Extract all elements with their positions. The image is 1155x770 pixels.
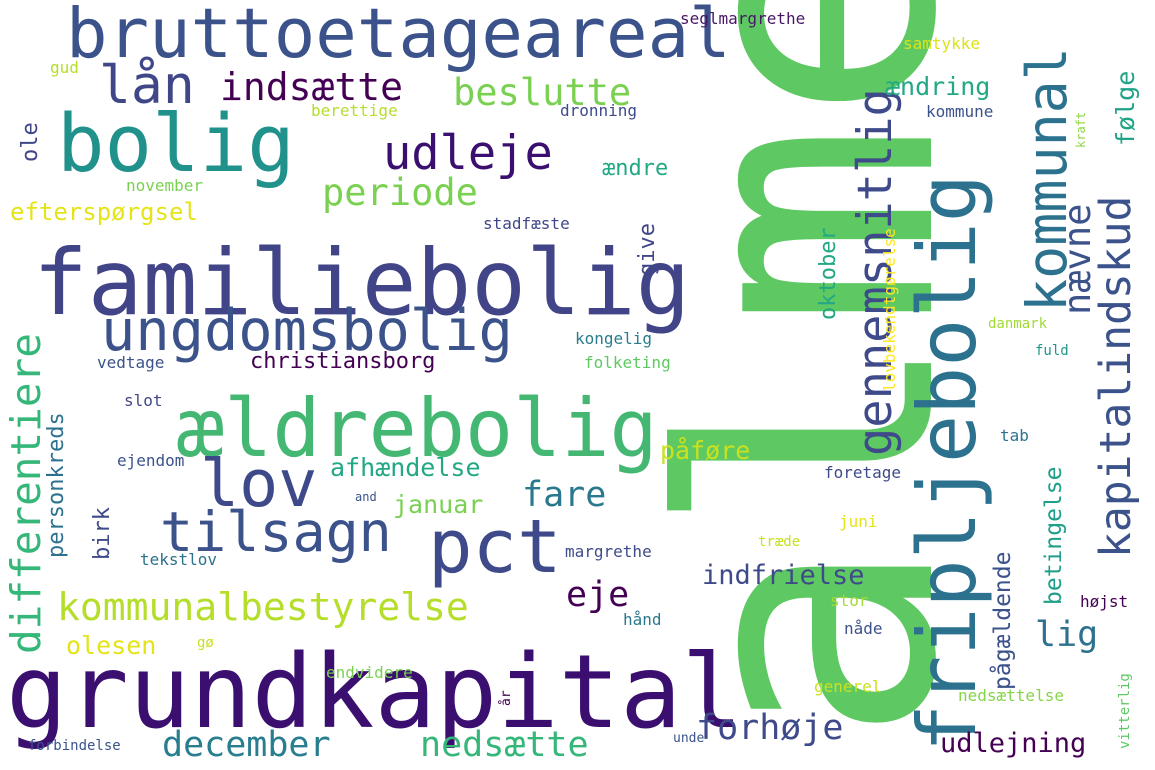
word-haand: hånd: [623, 610, 662, 629]
word-periode: periode: [322, 171, 478, 214]
word-give: give: [635, 223, 660, 276]
word-forhoeje: forhøje: [696, 708, 844, 748]
word-endvidere: endvidere: [326, 663, 413, 682]
word-lan: lån: [99, 55, 195, 116]
word-aendring: ændring: [885, 72, 991, 101]
word-vedtage: vedtage: [97, 353, 165, 372]
word-bruttoetageareal: bruttoetageareal: [66, 0, 731, 74]
word-naade: nåde: [844, 619, 883, 638]
word-seglmargrethe: seglmargrethe: [680, 9, 806, 28]
word-dronning: dronning: [560, 101, 638, 120]
word-pct: pct: [428, 504, 562, 590]
word-foretage: foretage: [824, 463, 902, 482]
word-nedsaettelse: nedsættelse: [958, 686, 1064, 705]
word-birk: birk: [90, 507, 115, 560]
word-paagaeldende: pågældende: [990, 551, 1016, 690]
word-paafoere: påføre: [660, 436, 751, 465]
word-olesen: olesen: [66, 631, 157, 660]
word-foelge: følge: [1111, 70, 1140, 146]
word-hoejst: højst: [1080, 592, 1129, 611]
word-kapitalindskud: kapitalindskud: [1091, 195, 1141, 558]
word-margrethe: margrethe: [565, 542, 652, 561]
word-december: december: [162, 725, 331, 765]
word-folketing: folketing: [584, 353, 671, 372]
word-efterspoergsel: efterspørgsel: [10, 198, 198, 226]
word-differentiere: differentiere: [2, 333, 50, 654]
word-indfrielse: indfrielse: [702, 560, 865, 591]
word-forbindelse: forbindelse: [28, 738, 121, 754]
word-goe: gø: [197, 635, 214, 651]
word-traede: træde: [758, 534, 801, 550]
word-grundkapital: grundkapital: [6, 633, 743, 752]
word-udleje: udleje: [383, 126, 553, 181]
word-ejendom: ejendom: [117, 451, 185, 470]
word-unde: unde: [673, 731, 705, 746]
word-nedsaette: nedsætte: [420, 725, 589, 765]
word-tilsagn: tilsagn: [160, 500, 392, 564]
word-samtykke: samtykke: [903, 34, 981, 53]
word-bolig: bolig: [57, 98, 295, 190]
word-gud: gud: [50, 58, 79, 77]
word-udlejning: udlejning: [940, 728, 1087, 759]
word-aar: år: [499, 690, 514, 706]
word-fare: fare: [522, 475, 607, 515]
word-familiebolig: familiebolig: [33, 231, 691, 336]
word-betingelse: betingelse: [1041, 466, 1067, 605]
word-tab: tab: [1000, 426, 1029, 445]
word-fripljebolig: fripljebolig: [901, 174, 994, 752]
word-slot: slot: [124, 391, 163, 410]
word-kommune: kommune: [926, 102, 994, 121]
word-stadfaeste: stadfæste: [483, 214, 570, 233]
word-ole: ole: [18, 122, 43, 162]
word-stor: stor: [830, 591, 869, 610]
word-kommunalbestyrelse: kommunalbestyrelse: [57, 585, 469, 629]
word-tekstlov: tekstlov: [140, 550, 218, 569]
word-lov: lov: [200, 447, 318, 522]
word-aendre: ændre: [602, 156, 669, 181]
word-vitterlig: vitterlig: [1117, 673, 1133, 749]
word-ungdomsbolig: ungdomsbolig: [101, 298, 513, 364]
word-lovbekendtgoerelse: lovbekendtgørelse: [880, 228, 899, 392]
word-november: november: [126, 176, 204, 195]
word-indsaette: indsætte: [220, 65, 404, 109]
word-kongelig: kongelig: [575, 329, 653, 348]
word-juni: juni: [839, 512, 878, 531]
word-aeldrebolig: ældrebolig: [176, 382, 658, 475]
word-berettige: berettige: [311, 101, 398, 120]
word-fuld: fuld: [1035, 343, 1069, 359]
word-danmark: danmark: [988, 316, 1048, 332]
word-christiansborg: christiansborg: [250, 349, 436, 374]
word-januar: januar: [393, 490, 484, 519]
word-afhaendelse: afhændelse: [330, 453, 481, 482]
word-beslutte: beslutte: [453, 71, 632, 114]
word-and: and: [355, 490, 377, 504]
word-personkreds: personkreds: [44, 412, 69, 558]
word-generel: generel: [814, 677, 882, 696]
word-eje: eje: [566, 575, 630, 615]
word-naevne: nævne: [1056, 203, 1099, 315]
word-lig: lig: [1035, 615, 1099, 655]
word-kraft: kraft: [1074, 111, 1088, 148]
word-oktober: oktober: [816, 227, 841, 320]
